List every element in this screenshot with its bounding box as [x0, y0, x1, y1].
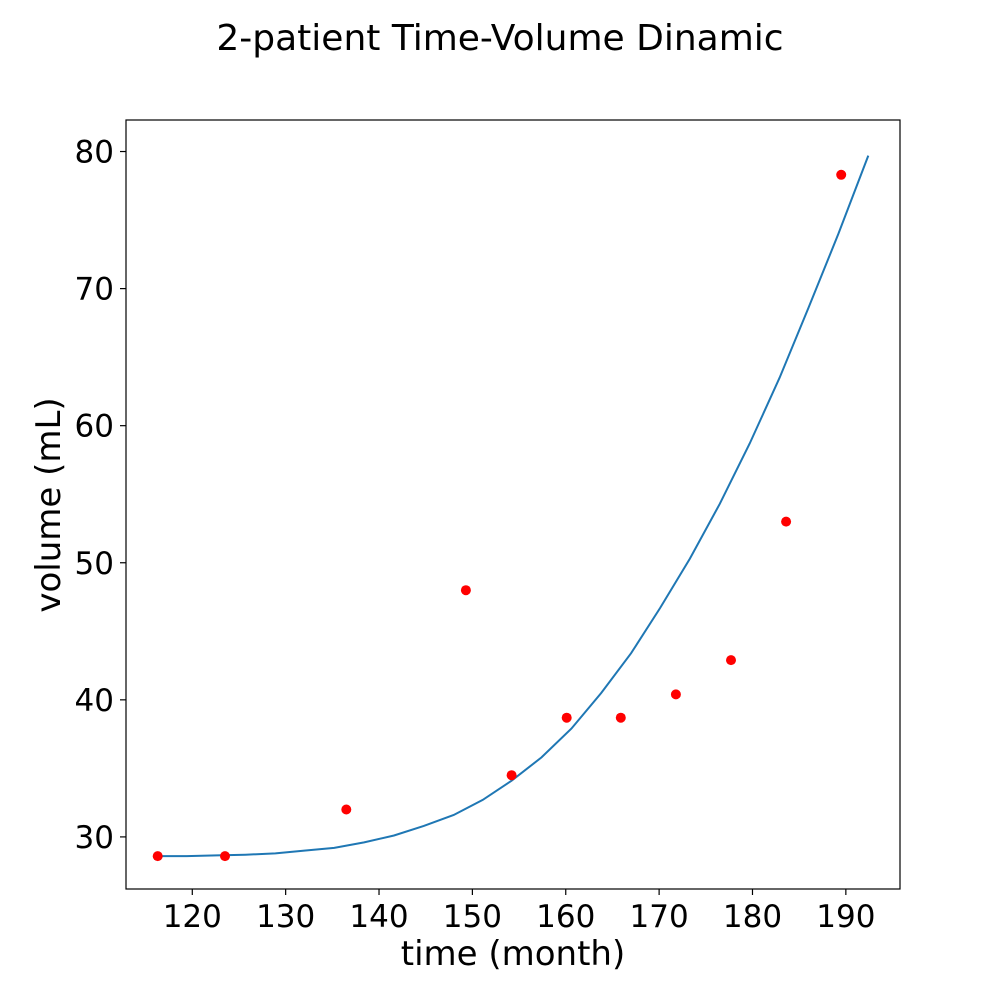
chart-title: 2-patient Time-Volume Dinamic [216, 18, 783, 59]
data-point [726, 655, 736, 666]
data-point [460, 585, 471, 596]
y-axis: 30 40 50 60 70 80 [75, 135, 126, 856]
x-tick-label: 120 [163, 899, 222, 935]
data-point [341, 804, 352, 815]
y-tick-label: 30 [75, 820, 114, 856]
fit-curve [157, 155, 870, 858]
x-tick-label: 180 [723, 899, 782, 935]
x-tick-label: 190 [816, 899, 875, 935]
plot-frame [125, 119, 901, 890]
data-point [670, 689, 681, 700]
x-tick-label: 150 [443, 899, 502, 935]
x-tick-label: 170 [630, 899, 689, 935]
x-tick-label: 130 [256, 899, 315, 935]
y-tick-label: 60 [75, 409, 114, 445]
y-axis-label: volume (mL) [29, 397, 69, 612]
data-point [615, 712, 626, 723]
y-tick-label: 80 [75, 135, 114, 171]
x-axis-label: time (month) [401, 934, 626, 974]
data-point [781, 516, 792, 527]
data-point [220, 851, 230, 862]
x-axis: 120 130 140 150 160 170 180 190 [163, 889, 875, 935]
y-tick-label: 40 [75, 683, 114, 719]
y-tick-label: 50 [75, 546, 114, 582]
y-tick-label: 70 [75, 272, 114, 308]
x-tick-label: 140 [349, 899, 408, 935]
plot-area [152, 155, 870, 862]
x-tick-label: 160 [536, 899, 595, 935]
data-point [836, 169, 847, 180]
data-point [152, 851, 163, 862]
data-point [561, 712, 572, 723]
data-point [506, 770, 517, 781]
